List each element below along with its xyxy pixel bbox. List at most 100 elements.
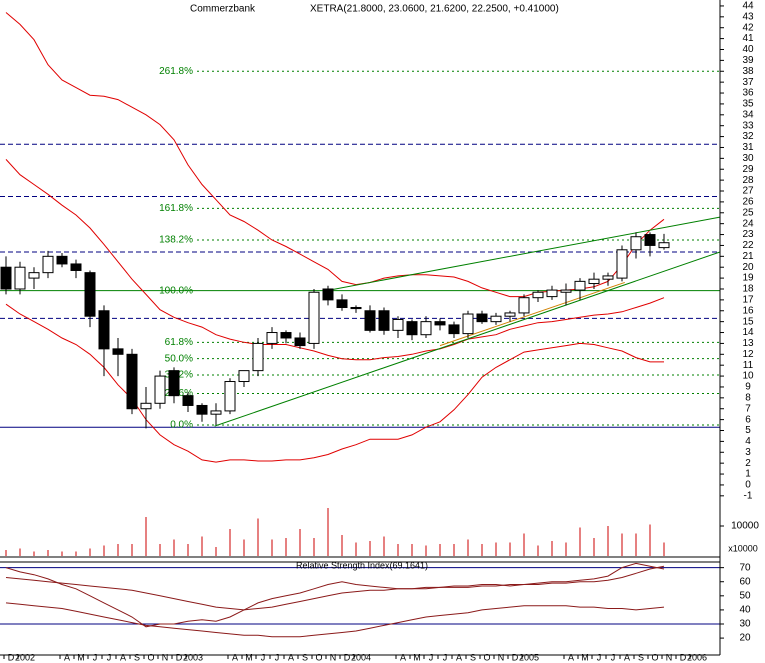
candle-body xyxy=(210,410,222,415)
x-tick-label: D xyxy=(680,652,687,662)
x-tick-label: A xyxy=(288,652,294,662)
x-tick-label: 2004 xyxy=(351,652,371,662)
candle-body xyxy=(658,242,670,249)
candle-body xyxy=(560,289,572,293)
candle-body xyxy=(364,310,376,331)
chart-title: Commerzbank xyxy=(190,4,256,15)
candle-body xyxy=(322,288,334,301)
y-tick-label: 44 xyxy=(742,1,754,12)
y-tick-label: 11 xyxy=(743,360,754,371)
y-tick-label: 35 xyxy=(742,99,754,110)
y-tick-label: 38 xyxy=(742,66,754,77)
candle-body xyxy=(378,310,390,331)
x-tick-label: J xyxy=(93,652,98,662)
candle-body xyxy=(630,236,642,251)
candle-body xyxy=(392,318,404,331)
fib-label: 50.0% xyxy=(165,353,193,364)
y-tick-label: 41 xyxy=(742,33,754,44)
y-tick-label: 37 xyxy=(742,77,754,88)
candle-body xyxy=(224,381,236,412)
band-line xyxy=(5,159,665,361)
x-tick-label: J xyxy=(261,652,266,662)
candle-body xyxy=(308,291,320,344)
candle-body xyxy=(616,249,628,279)
candle-body xyxy=(84,272,96,317)
y-tick-label: 10 xyxy=(742,371,754,382)
rsi-title: Relative Strength Index(69.1641) xyxy=(296,560,428,570)
candle-body xyxy=(168,370,180,397)
x-tick-label: J xyxy=(107,652,112,662)
candle-body xyxy=(182,395,194,406)
candle-body xyxy=(588,278,600,285)
rsi-tick-label: 50 xyxy=(739,590,751,601)
x-tick-label: A xyxy=(624,652,630,662)
y-tick-label: 16 xyxy=(742,305,754,316)
y-tick-label: 40 xyxy=(742,44,754,55)
y-tick-label: 33 xyxy=(742,120,754,131)
chart-subtitle: XETRA(21.8000, 23.0600, 21.6200, 22.2500… xyxy=(310,4,559,15)
candle-body xyxy=(518,297,530,314)
x-tick-label: D xyxy=(512,652,519,662)
x-tick-label: 2002 xyxy=(15,652,35,662)
candle-body xyxy=(420,321,432,336)
candle-body xyxy=(98,310,110,350)
y-tick-label: 22 xyxy=(742,240,754,251)
x-tick-label: O xyxy=(651,652,658,662)
fib-label: 100.0% xyxy=(159,285,193,296)
candle-body xyxy=(14,266,26,290)
x-tick-label: S xyxy=(302,652,308,662)
fib-label: 138.2% xyxy=(159,235,193,246)
x-tick-label: M xyxy=(77,652,85,662)
y-tick-label: 34 xyxy=(742,109,754,120)
x-tick-label: 2006 xyxy=(687,652,707,662)
x-tick-label: J xyxy=(611,652,616,662)
x-tick-label: J xyxy=(275,652,280,662)
y-tick-label: 24 xyxy=(742,218,754,229)
y-tick-label: 0 xyxy=(745,480,751,491)
trend-line xyxy=(329,216,721,291)
y-tick-label: 39 xyxy=(742,55,754,66)
y-tick-label: 18 xyxy=(742,284,754,295)
candle-body xyxy=(490,315,502,323)
candle-body xyxy=(406,321,418,336)
x-tick-label: N xyxy=(666,652,673,662)
x-tick-label: S xyxy=(470,652,476,662)
rsi-line xyxy=(5,565,665,611)
x-tick-label: S xyxy=(638,652,644,662)
y-tick-label: 3 xyxy=(745,447,751,458)
x-tick-label: N xyxy=(162,652,169,662)
x-tick-label: 2003 xyxy=(183,652,203,662)
candle-body xyxy=(476,313,488,323)
y-tick-label: 27 xyxy=(742,186,754,197)
rsi-tick-label: 40 xyxy=(739,605,751,616)
candle-body xyxy=(0,266,12,290)
x-tick-label: N xyxy=(498,652,505,662)
candle-body xyxy=(112,348,124,355)
candle-body xyxy=(574,280,586,291)
x-tick-label: A xyxy=(400,652,406,662)
x-tick-label: O xyxy=(483,652,490,662)
x-tick-label: A xyxy=(64,652,70,662)
candle-body xyxy=(196,404,208,415)
x-tick-label: A xyxy=(568,652,574,662)
candle-body xyxy=(350,306,362,310)
y-tick-label: 30 xyxy=(742,153,754,164)
y-tick-label: 5 xyxy=(745,425,751,436)
trend-line xyxy=(439,281,625,347)
x-tick-label: O xyxy=(315,652,322,662)
y-tick-label: 21 xyxy=(742,251,754,262)
volume-unit-label: x10000 xyxy=(728,543,758,553)
y-tick-label: 32 xyxy=(742,131,754,142)
trend-line xyxy=(214,251,721,427)
y-tick-label: 23 xyxy=(742,229,754,240)
x-tick-label: 2005 xyxy=(519,652,539,662)
candle-body xyxy=(252,342,264,372)
candle-body xyxy=(294,337,306,347)
candle-body xyxy=(644,234,656,246)
y-tick-label: 14 xyxy=(742,327,754,338)
x-tick-label: D xyxy=(176,652,183,662)
mid-layer xyxy=(5,12,721,638)
fib-label: 261.8% xyxy=(159,66,193,77)
